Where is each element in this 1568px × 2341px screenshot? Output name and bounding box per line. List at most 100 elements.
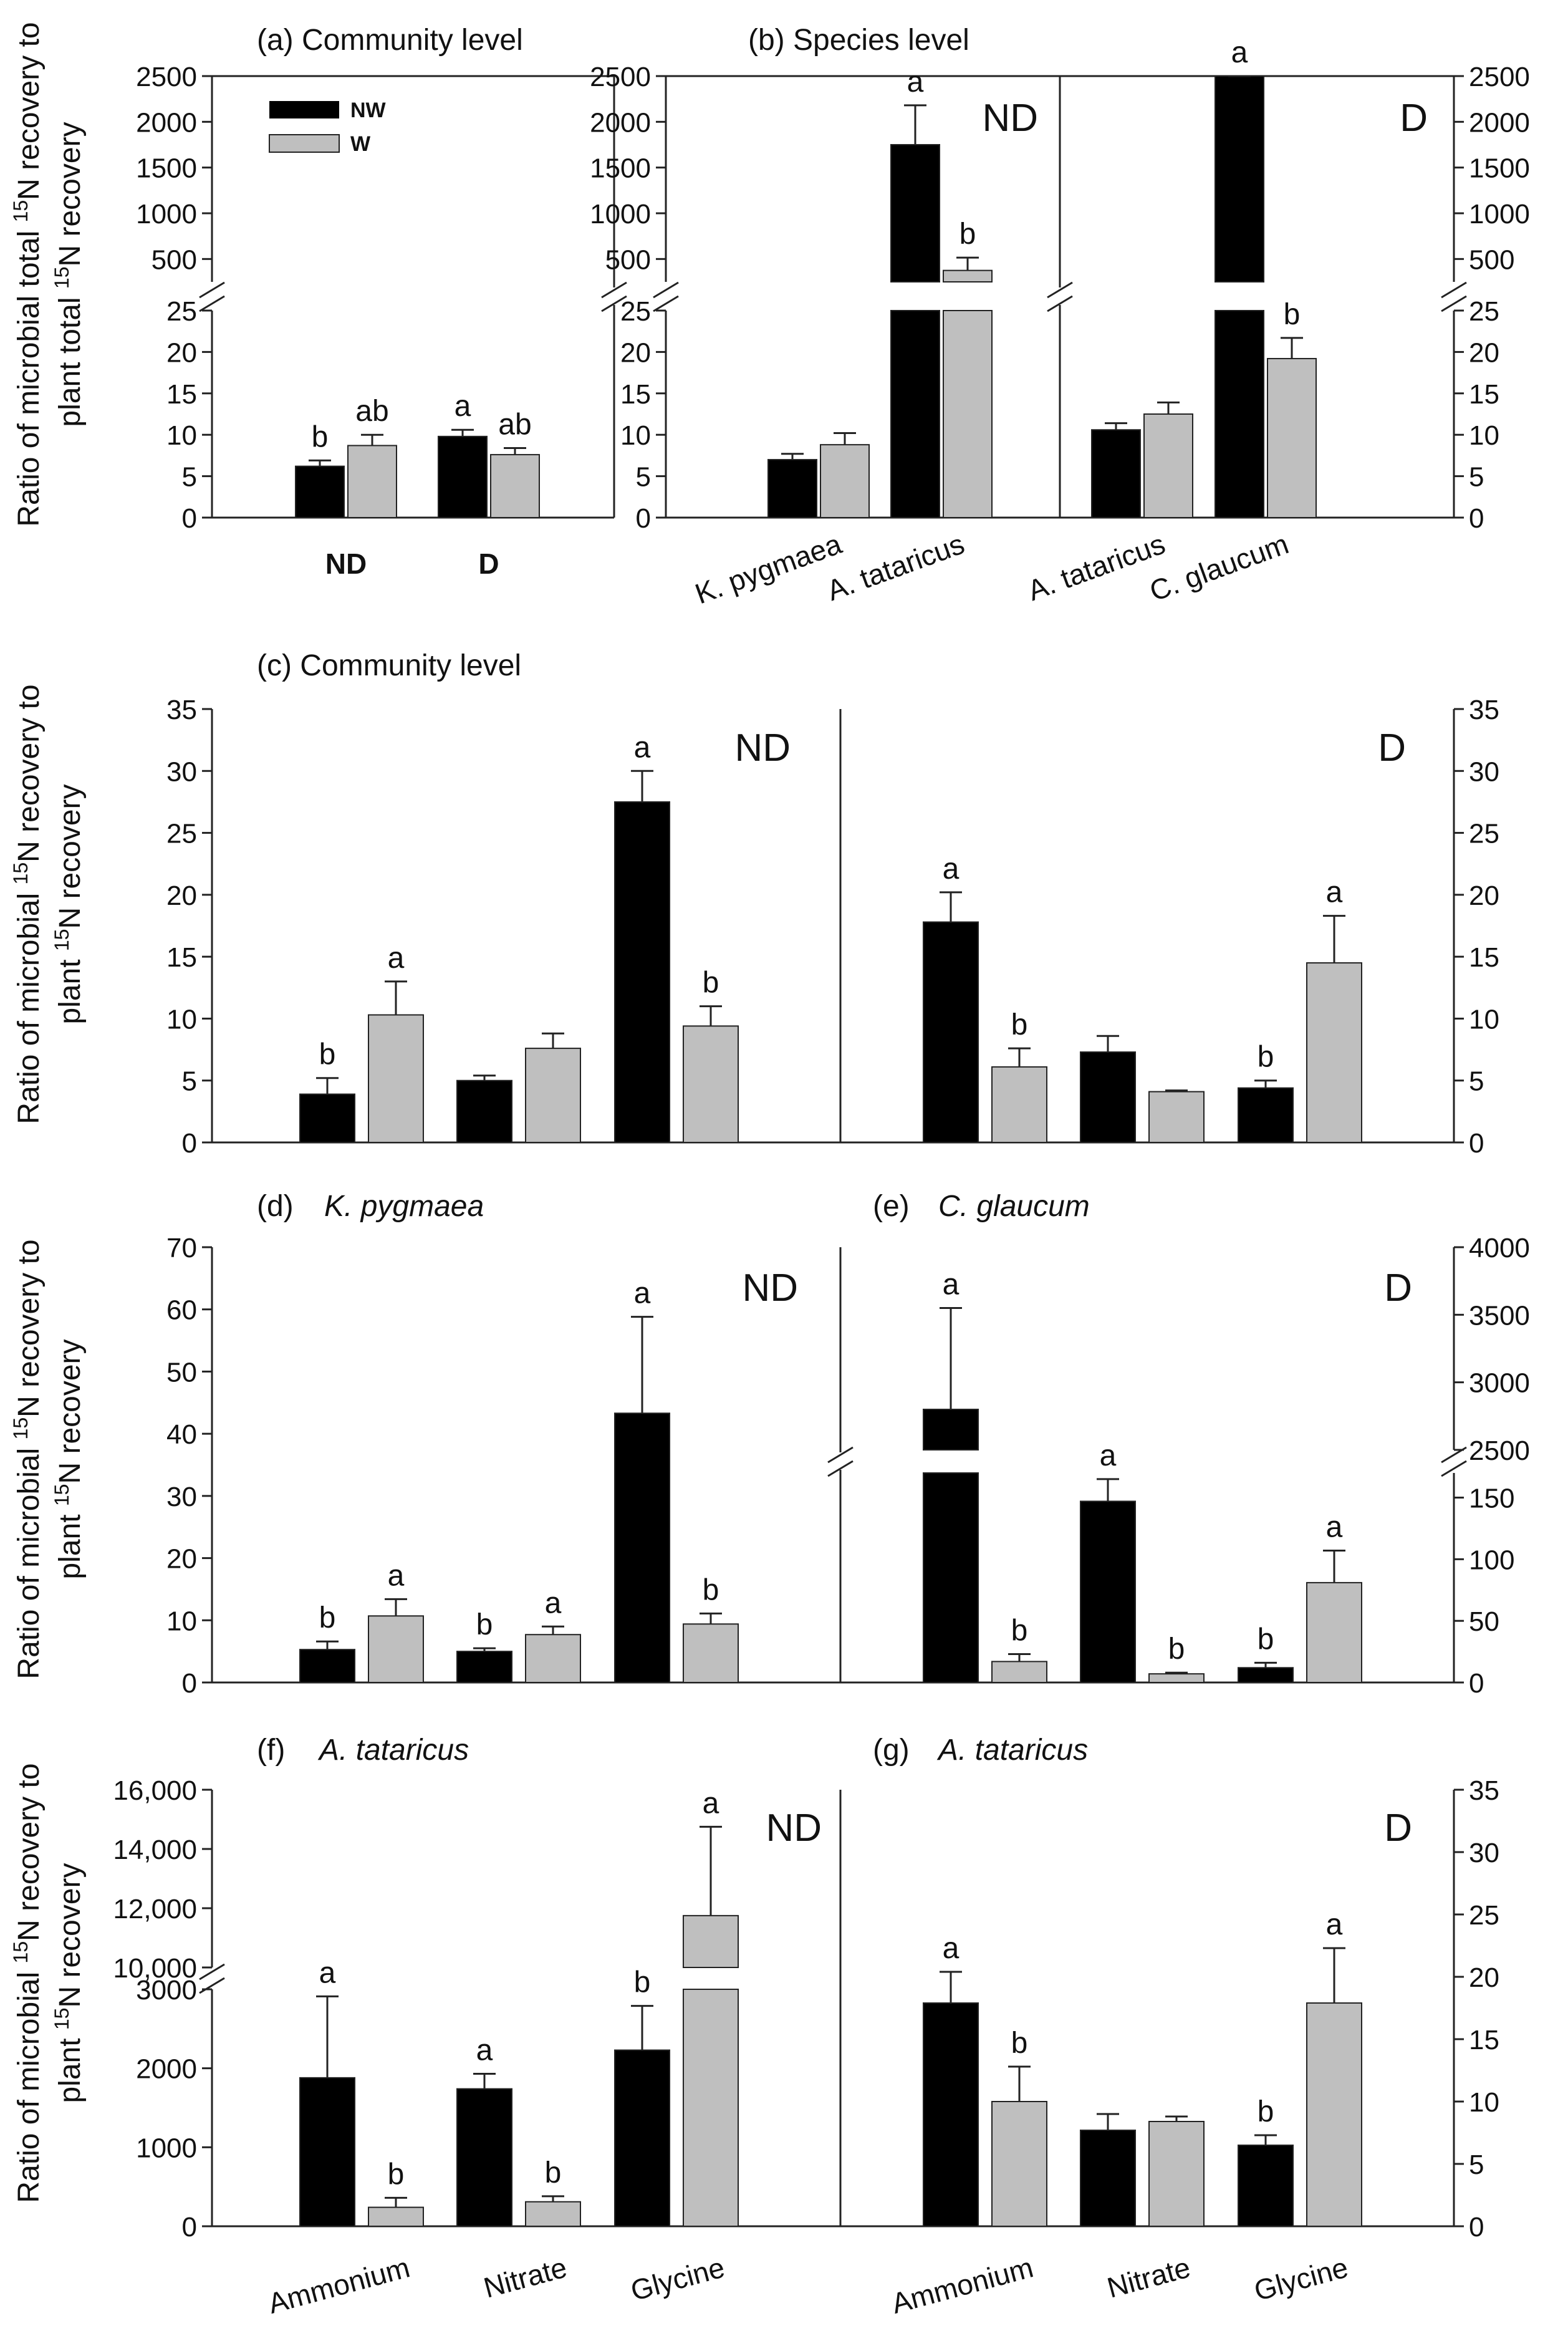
b-nw-1-bar	[890, 310, 940, 518]
b-w-3-letter: b	[1284, 298, 1301, 331]
g-y-tick-label: 15	[1469, 2025, 1499, 2055]
a-upper-tick-label: 500	[152, 244, 197, 275]
e-nw-0-letter: a	[943, 1268, 960, 1301]
d-nw-1-letter: b	[476, 1608, 493, 1641]
b-lower-l-tick-label: 25	[620, 296, 651, 327]
legend-swatch-w	[269, 134, 340, 153]
d-w-1-bar	[525, 1634, 581, 1683]
b-panel-label-nd: ND	[982, 97, 1038, 140]
ylabel-fg-line2: plant 15N recovery	[51, 1863, 87, 2103]
title-f-species: A. tataricus	[317, 1734, 469, 1767]
charts-layer: (a) Community level500100015002000250005…	[113, 24, 1529, 2320]
d-y-tick-label: 50	[166, 1357, 197, 1388]
e-nw-0-bar-upper	[923, 1409, 979, 1450]
a-upper-tick-label: 2500	[136, 62, 197, 92]
c-y-left-tick-label: 25	[166, 819, 197, 849]
b-w-1-letter: b	[960, 218, 976, 251]
d-y-tick-label: 20	[166, 1544, 197, 1575]
d-nw-0-letter: b	[319, 1601, 336, 1634]
legend-label-nw: NW	[350, 99, 387, 122]
a-w-0-letter: ab	[355, 395, 388, 428]
c-nw-2-bar	[614, 801, 670, 1143]
g-w-0-bar	[991, 2101, 1047, 2227]
f-nw-1-bar	[456, 2088, 512, 2228]
f-y-lower-tick-label: 1000	[136, 2133, 197, 2163]
g-nw-1-bar	[1080, 2130, 1136, 2227]
b-break-r-break-line	[1441, 295, 1467, 312]
a-nw-0-letter: b	[312, 420, 329, 453]
b-lower-r-tick-label: 10	[1469, 420, 1499, 451]
d-nw-1-bar	[456, 1651, 512, 1683]
a-upper-tick-label: 1500	[136, 153, 197, 184]
c-panel-label-d: D	[1378, 726, 1406, 770]
f-y-lower-tick-label: 3000	[136, 1975, 197, 2006]
c-w-2-bar	[683, 1025, 739, 1144]
g-y-tick-label: 10	[1469, 2087, 1499, 2118]
e-break-r-break-line	[1441, 1446, 1467, 1464]
b-nw-1-letter: a	[907, 65, 924, 99]
e-nw-1-bar	[1080, 1500, 1136, 1683]
a-break-r-break-line	[601, 295, 627, 312]
ylabel-fg: Ratio of microbial 15N recovery to	[9, 1763, 46, 2203]
f-w-1-letter: b	[545, 2156, 562, 2189]
g-nw-0-letter: a	[943, 1932, 960, 1965]
d-w-0-bar	[368, 1615, 424, 1683]
d-w-1-letter: a	[545, 1586, 562, 1619]
b-break-l-break-line	[653, 281, 679, 299]
a-lower-tick-label: 5	[182, 462, 197, 493]
a-lower-tick-label: 25	[166, 296, 197, 327]
c-y-right-tick-label: 20	[1469, 881, 1499, 911]
d-y-tick-label: 40	[166, 1419, 197, 1450]
e-nw-0-bar	[923, 1472, 979, 1683]
b-nw-3-bar-upper	[1214, 75, 1264, 282]
f-w-2-bar	[683, 1989, 739, 2227]
c-y-right-tick-label: 5	[1469, 1066, 1484, 1097]
f-nw-2-letter: b	[634, 1966, 651, 1999]
e-y-lower-tick-label: 150	[1469, 1484, 1514, 1514]
a-lower-tick-label: 10	[166, 420, 197, 451]
f-y-upper-tick-label: 12,000	[113, 1894, 197, 1924]
title-g: (g)	[873, 1734, 910, 1767]
b-upper-r-tick-label: 2500	[1469, 62, 1530, 92]
e-break-mid-break-line	[827, 1446, 854, 1464]
g-y-tick-label: 0	[1469, 2212, 1484, 2242]
title-f: (f)	[257, 1734, 285, 1767]
g-y-tick-label: 30	[1469, 1838, 1499, 1868]
ylabel-c-line2: plant 15N recovery	[51, 784, 87, 1024]
c-nw-1-bar	[456, 1079, 512, 1143]
f-panel-label: ND	[766, 1807, 822, 1850]
a-break-r-break-line	[601, 281, 627, 299]
d-nw-0-bar	[299, 1649, 355, 1683]
g-category-label: Glycine	[1251, 2251, 1352, 2307]
b-w-1-bar	[943, 310, 993, 518]
a-break-break-line	[199, 281, 225, 299]
title-c: (c) Community level	[257, 649, 521, 682]
b-lower-r-tick-label: 5	[1469, 462, 1484, 493]
d-nw-2-letter: a	[634, 1277, 651, 1310]
e-y-lower-tick-label: 50	[1469, 1606, 1499, 1637]
title-e-species: C. glaucum	[938, 1190, 1090, 1223]
b-lower-l-tick-label: 20	[620, 337, 651, 368]
g-y-tick-label: 5	[1469, 2150, 1484, 2180]
c-y-left-tick-label: 0	[182, 1128, 197, 1159]
c-w-2-letter: b	[703, 967, 719, 1000]
f-w-2-bar-upper	[683, 1914, 739, 1968]
c-nw-5-letter: b	[1258, 1041, 1274, 1074]
f-w-2-letter: a	[703, 1787, 719, 1820]
b-lower-r-tick-label: 20	[1469, 337, 1499, 368]
e-break-r-break-line	[1441, 1460, 1467, 1477]
f-y-lower-tick-label: 0	[182, 2212, 197, 2242]
e-y-upper-tick-label: 2500	[1469, 1436, 1530, 1466]
f-y-upper-tick-label: 16,000	[113, 1775, 197, 1806]
f-break-l-break-line	[199, 1963, 225, 1981]
g-y-tick-label: 20	[1469, 1962, 1499, 1993]
b-lower-r-tick-label: 15	[1469, 379, 1499, 410]
c-w-0-bar	[368, 1014, 424, 1143]
b-break-mid-break-line	[1047, 281, 1073, 299]
b-upper-r-tick-label: 1000	[1469, 199, 1530, 229]
f-y-lower-tick-label: 2000	[136, 2054, 197, 2085]
ylabel-de: Ratio of microbial 15N recovery to	[9, 1239, 46, 1679]
b-category-label: C. glaucum	[1145, 528, 1292, 607]
b-upper-l-tick-label: 2000	[590, 107, 651, 138]
b-nw-3-letter: a	[1231, 36, 1248, 69]
